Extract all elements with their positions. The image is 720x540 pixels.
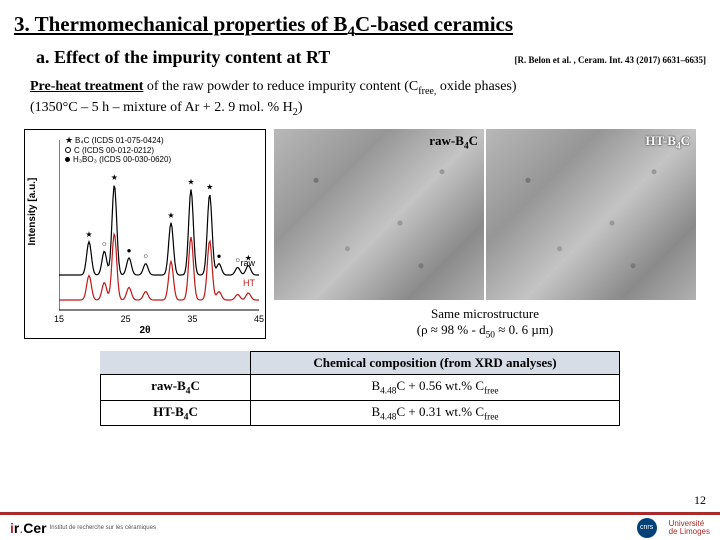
mcap-bs: 50 bbox=[486, 331, 495, 341]
desc-l2a: (1350°C – 5 h – mixture of Ar + 2. 9 mol… bbox=[30, 100, 293, 115]
description: Pre-heat treatment of the raw powder to … bbox=[30, 78, 690, 119]
circ-icon bbox=[65, 147, 71, 153]
subtitle-row: a. Effect of the impurity content at RT … bbox=[36, 47, 706, 68]
micrograph-ht: HT-B4C bbox=[486, 129, 696, 300]
title-text-a: 3. Thermomechanical properties of B bbox=[14, 12, 347, 36]
mcap-b2: ≈ 0. 6 µm) bbox=[495, 322, 553, 337]
ircer-subtitle: Institut de recherche sur les céramiques bbox=[50, 525, 156, 531]
legend-item: ★B₄C (ICDS 01-075-0424) bbox=[65, 136, 171, 146]
svg-text:○: ○ bbox=[143, 252, 148, 261]
svg-text:○: ○ bbox=[102, 239, 107, 248]
ircer-rest: Cer bbox=[23, 520, 46, 536]
page-number: 12 bbox=[694, 493, 706, 508]
x-tick: 45 bbox=[254, 314, 264, 324]
cnrs-logo: cnrs bbox=[637, 518, 657, 538]
content-row: Intensity [a.u.] ★ ○ ★ ● ○ ★ ★ ★ ● ○ ★ ★B₄C (ICDS … bbox=[24, 129, 696, 341]
svg-text:★: ★ bbox=[85, 230, 92, 239]
legend-item: H₃BO₃ (ICDS 00-030-0620) bbox=[65, 155, 171, 165]
micrograph-block: raw-B4C HT-B4C Same microstructure (ρ ≈ … bbox=[274, 129, 696, 341]
legend-text: C (ICDS 00-012-0212) bbox=[74, 146, 154, 156]
title-sub: 4 bbox=[347, 24, 355, 40]
mlab-s: 4 bbox=[464, 142, 469, 152]
mcap-a: Same microstructure bbox=[431, 306, 539, 321]
mlab2-b: C bbox=[681, 133, 690, 148]
desc-bold: Pre-heat treatment bbox=[30, 79, 143, 94]
micrograph-caption: Same microstructure (ρ ≈ 98 % - d50 ≈ 0.… bbox=[274, 306, 696, 341]
svg-text:★: ★ bbox=[187, 177, 194, 186]
mlab-a: raw-B bbox=[429, 133, 464, 148]
micrograph-ht-label: HT-B4C bbox=[645, 133, 690, 152]
desc-l1a: of the raw powder to reduce impurity con… bbox=[143, 79, 418, 94]
slide-title: 3. Thermomechanical properties of B4C-ba… bbox=[14, 12, 706, 41]
svg-text:○: ○ bbox=[235, 255, 240, 264]
x-tick: 25 bbox=[121, 314, 131, 324]
subtitle: a. Effect of the impurity content at RT bbox=[36, 47, 330, 68]
ircer-mark: ir.Cer bbox=[10, 520, 47, 536]
table-header: Chemical composition (from XRD analyses) bbox=[251, 351, 620, 374]
y-axis-label: Intensity [a.u.] bbox=[27, 177, 38, 245]
desc-l1sub: free, bbox=[418, 86, 436, 97]
x-ticks: 15253545 bbox=[59, 314, 259, 324]
x-axis-label: 2θ bbox=[140, 325, 151, 336]
mlab2-s: 4 bbox=[676, 142, 681, 152]
svg-text:★: ★ bbox=[111, 173, 118, 182]
xrd-chart: Intensity [a.u.] ★ ○ ★ ● ○ ★ ★ ★ ● ○ ★ ★B₄C (ICDS … bbox=[24, 129, 266, 339]
mlab-b: C bbox=[469, 133, 478, 148]
dot-icon bbox=[65, 157, 70, 162]
x-tick: 15 bbox=[54, 314, 64, 324]
mlab2-a: HT-B bbox=[645, 133, 676, 148]
legend-item: C (ICDS 00-012-0212) bbox=[65, 146, 171, 156]
ircer-logo: ir.Cer Institut de recherche sur les cér… bbox=[10, 520, 156, 536]
row-label: HT-B4C bbox=[101, 400, 251, 426]
svg-text:★: ★ bbox=[167, 211, 174, 220]
x-tick: 35 bbox=[187, 314, 197, 324]
table: Chemical composition (from XRD analyses)… bbox=[100, 351, 620, 426]
desc-l1b: oxide phases) bbox=[436, 79, 516, 94]
table-body: raw-B4CB4.48C + 0.56 wt.% CfreeHT-B4CB4.… bbox=[101, 374, 620, 425]
slide: 3. Thermomechanical properties of B4C-ba… bbox=[0, 0, 720, 540]
star-icon: ★ bbox=[65, 137, 72, 144]
table-row: HT-B4CB4.48C + 0.31 wt.% Cfree bbox=[101, 400, 620, 426]
legend: ★B₄C (ICDS 01-075-0424)C (ICDS 00-012-02… bbox=[65, 136, 171, 165]
composition-table: Chemical composition (from XRD analyses)… bbox=[100, 351, 620, 426]
micrographs: raw-B4C HT-B4C bbox=[274, 129, 696, 300]
desc-l2b: ) bbox=[298, 100, 303, 115]
svg-text:●: ● bbox=[127, 246, 132, 255]
univ-limoges-logo: Université de Limoges bbox=[669, 520, 710, 536]
ht-trace-label: HT bbox=[243, 278, 255, 288]
table-header-row: Chemical composition (from XRD analyses) bbox=[101, 351, 620, 374]
table-row: raw-B4CB4.48C + 0.56 wt.% Cfree bbox=[101, 374, 620, 400]
table-header-blank bbox=[101, 351, 251, 374]
micrograph-raw-label: raw-B4C bbox=[429, 133, 478, 152]
mcap-b1: (ρ ≈ 98 % - d bbox=[417, 322, 486, 337]
row-value: B4.48C + 0.56 wt.% Cfree bbox=[251, 374, 620, 400]
row-label: raw-B4C bbox=[101, 374, 251, 400]
legend-text: H₃BO₃ (ICDS 00-030-0620) bbox=[73, 155, 171, 165]
legend-text: B₄C (ICDS 01-075-0424) bbox=[75, 136, 164, 146]
footer: ir.Cer Institut de recherche sur les cér… bbox=[0, 512, 720, 540]
svg-text:★: ★ bbox=[206, 182, 213, 191]
ul2: de Limoges bbox=[669, 527, 710, 536]
raw-trace-label: raw bbox=[240, 258, 255, 268]
citation: [R. Belon et al. , Ceram. Int. 43 (2017)… bbox=[515, 55, 706, 65]
svg-text:●: ● bbox=[217, 252, 222, 261]
title-text-b: C-based ceramics bbox=[355, 12, 513, 36]
row-value: B4.48C + 0.31 wt.% Cfree bbox=[251, 400, 620, 426]
micrograph-raw: raw-B4C bbox=[274, 129, 484, 300]
